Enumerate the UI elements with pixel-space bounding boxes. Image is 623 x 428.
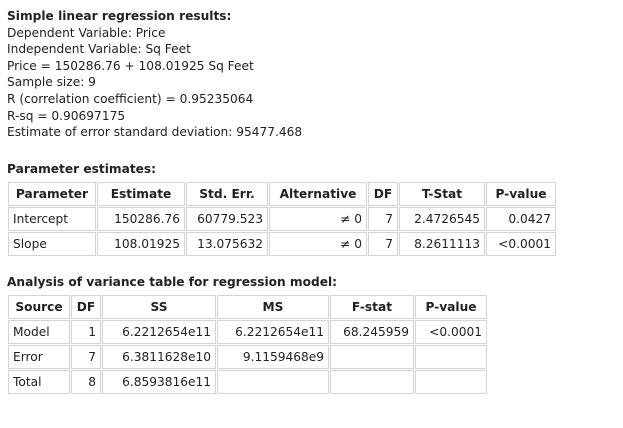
- table-cell: ≠ 0: [269, 206, 367, 231]
- anova-title: Analysis of variance table for regressio…: [7, 275, 338, 289]
- table-row: Error 7 6.3811628e10 9.1159468e9: [8, 344, 487, 369]
- summary-line: Independent Variable: Sq Feet: [7, 42, 191, 57]
- table-cell: 7: [368, 206, 398, 231]
- table-cell: Intercept: [8, 206, 96, 231]
- table-cell: 0.0427: [486, 206, 556, 231]
- header-cell: F-stat: [330, 294, 414, 319]
- summary-line: R-sq = 0.90697175: [7, 108, 126, 123]
- table-cell: <0.0001: [486, 231, 556, 256]
- anova-table: Source DF SS MS F-stat P-value Model 1 6.2212654…: [7, 294, 488, 395]
- table-cell: [415, 344, 487, 369]
- summary-title: Simple linear regression results:: [7, 9, 232, 23]
- header-cell: Estimate: [97, 181, 185, 206]
- header-cell: Alternative: [269, 181, 367, 206]
- table-cell: 60779.523: [186, 206, 268, 231]
- table-cell: 1: [71, 319, 101, 344]
- table-cell: Slope: [8, 231, 96, 256]
- header-cell: P-value: [486, 181, 556, 206]
- parameters-title: Parameter estimates:: [7, 162, 157, 176]
- table-cell: 8.2611113: [399, 231, 485, 256]
- summary-line: Dependent Variable: Price: [7, 25, 166, 40]
- header-cell: P-value: [415, 294, 487, 319]
- table-cell: [330, 344, 414, 369]
- table-cell: 8: [71, 369, 101, 394]
- table-cell: Error: [8, 344, 70, 369]
- table-cell: 7: [71, 344, 101, 369]
- summary-lines: Dependent Variable: Price Independent Var…: [7, 25, 302, 141]
- summary-line: Price = 150286.76 + 108.01925 Sq Feet: [7, 58, 254, 73]
- table-cell: <0.0001: [415, 319, 487, 344]
- table-cell: [330, 369, 414, 394]
- summary-line: Estimate of error standard deviation: 95…: [7, 125, 303, 140]
- parameters-section: Parameter estimates: Parameter Estimate St…: [7, 161, 557, 257]
- table-cell: 2.4726545: [399, 206, 485, 231]
- table-cell: 6.2212654e11: [217, 319, 329, 344]
- header-row: Parameter Estimate Std. Err. Alternative DF T…: [8, 181, 556, 206]
- table-cell: 68.245959: [330, 319, 414, 344]
- table-cell: 108.01925: [97, 231, 185, 256]
- table-cell: Model: [8, 319, 70, 344]
- header-cell: Source: [8, 294, 70, 319]
- table-row: Intercept 150286.76 60779.523 ≠ 0 7 2.4726545…: [8, 206, 556, 231]
- table-cell: [217, 369, 329, 394]
- summary: Simple linear regression results: Depend…: [7, 8, 302, 141]
- header-row: Source DF SS MS F-stat P-value: [8, 294, 487, 319]
- header-cell: Std. Err.: [186, 181, 268, 206]
- table-cell: Total: [8, 369, 70, 394]
- table-row: Total 8 6.8593816e11: [8, 369, 487, 394]
- table-cell: 13.075632: [186, 231, 268, 256]
- table-cell: 7: [368, 231, 398, 256]
- table-cell: 6.8593816e11: [102, 369, 216, 394]
- table-cell: 150286.76: [97, 206, 185, 231]
- parameters-table: Parameter Estimate Std. Err. Alternative DF T…: [7, 181, 557, 257]
- header-cell: Parameter: [8, 181, 96, 206]
- summary-line: R (correlation coefficient) = 0.95235064: [7, 91, 254, 106]
- table-cell: 6.3811628e10: [102, 344, 216, 369]
- header-cell: MS: [217, 294, 329, 319]
- table-cell: 9.1159468e9: [217, 344, 329, 369]
- table-cell: ≠ 0: [269, 231, 367, 256]
- anova-section: Analysis of variance table for regressio…: [7, 274, 488, 395]
- header-cell: DF: [71, 294, 101, 319]
- summary-line: Sample size: 9: [7, 75, 96, 90]
- table-cell: 6.2212654e11: [102, 319, 216, 344]
- table-row: Model 1 6.2212654e11 6.2212654e11 68.245959 <…: [8, 319, 487, 344]
- table-row: Slope 108.01925 13.075632 ≠ 0 7 8.2611113 <0.0…: [8, 231, 556, 256]
- header-cell: T-Stat: [399, 181, 485, 206]
- table-cell: [415, 369, 487, 394]
- header-cell: DF: [368, 181, 398, 206]
- header-cell: SS: [102, 294, 216, 319]
